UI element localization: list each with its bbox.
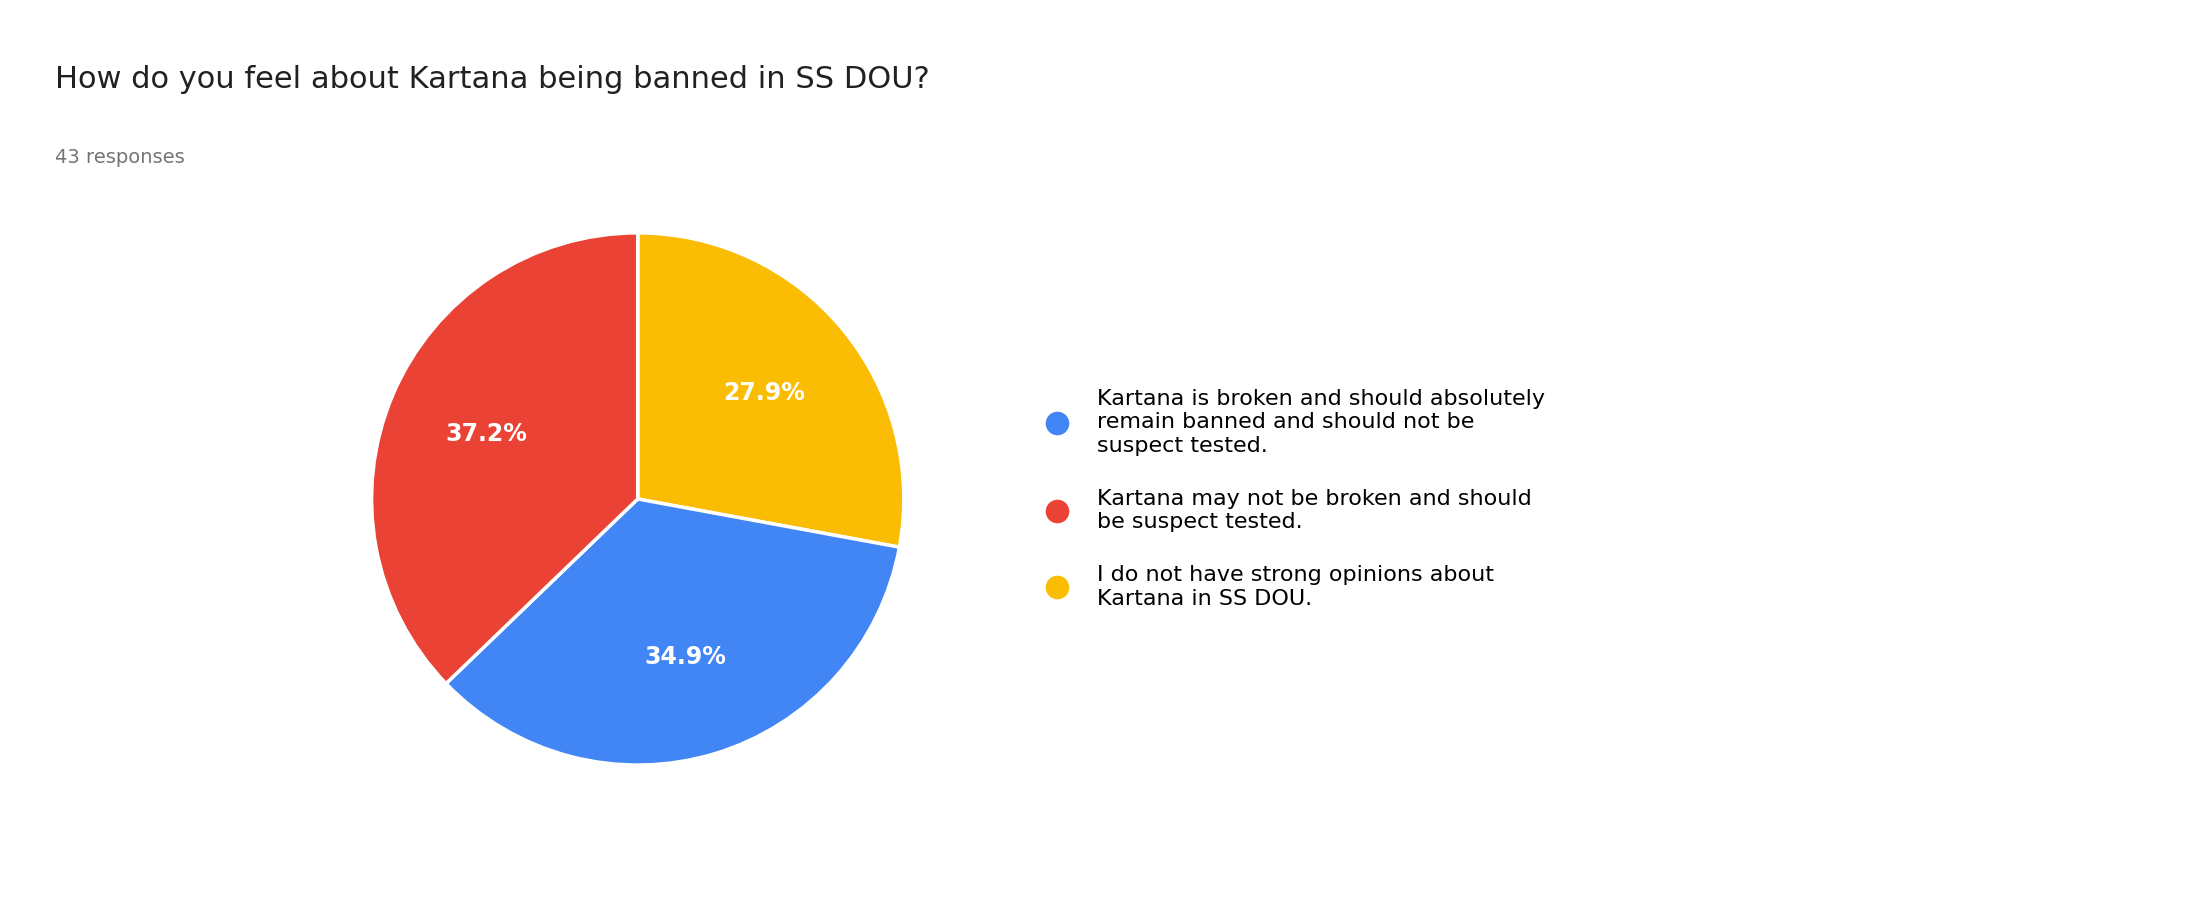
Text: 43 responses: 43 responses [55,148,185,167]
Text: 34.9%: 34.9% [644,645,726,669]
Wedge shape [372,233,638,684]
Wedge shape [638,233,904,547]
Text: 27.9%: 27.9% [723,382,805,406]
Text: 37.2%: 37.2% [444,422,528,446]
Wedge shape [446,499,899,765]
Legend: Kartana is broken and should absolutely
remain banned and should not be
suspect : Kartana is broken and should absolutely … [1036,389,1546,609]
Text: How do you feel about Kartana being banned in SS DOU?: How do you feel about Kartana being bann… [55,65,930,93]
